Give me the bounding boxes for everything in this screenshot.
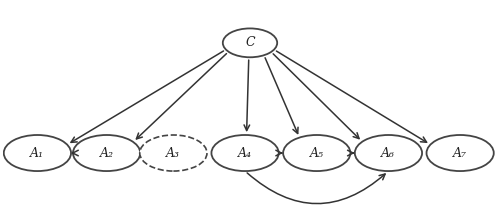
Text: A₂: A₂: [100, 146, 114, 159]
Text: A₁: A₁: [30, 146, 44, 159]
Text: A₅: A₅: [310, 146, 324, 159]
Ellipse shape: [223, 28, 277, 57]
Ellipse shape: [212, 135, 278, 171]
Text: A₄: A₄: [238, 146, 252, 159]
Text: A₇: A₇: [453, 146, 467, 159]
Ellipse shape: [355, 135, 422, 171]
Text: C: C: [245, 36, 255, 49]
Ellipse shape: [140, 135, 207, 171]
Ellipse shape: [4, 135, 71, 171]
Text: A₆: A₆: [382, 146, 396, 159]
Ellipse shape: [283, 135, 350, 171]
Ellipse shape: [426, 135, 494, 171]
Text: A₃: A₃: [166, 146, 180, 159]
Ellipse shape: [73, 135, 140, 171]
